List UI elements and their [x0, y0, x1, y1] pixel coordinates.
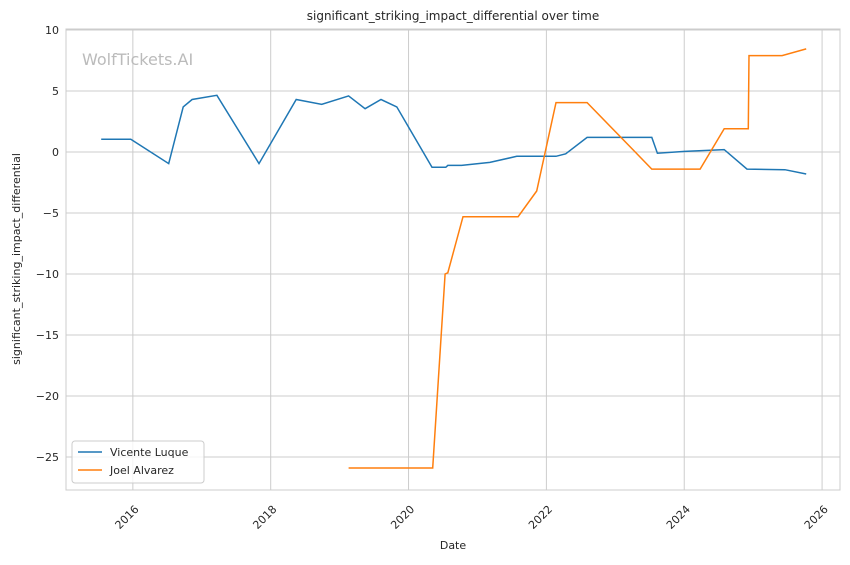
series-line-vicente-luque — [101, 94, 807, 175]
y-tick-label: −10 — [36, 268, 59, 281]
x-tick-label: 2022 — [526, 503, 555, 532]
watermark: WolfTickets.AI — [82, 50, 193, 69]
x-tick-label: 2024 — [664, 503, 693, 532]
y-tick-label: 0 — [52, 146, 59, 159]
y-axis-label: significant_striking_impact_differential — [10, 153, 23, 365]
x-tick-label: 2026 — [802, 503, 831, 532]
plot-frame — [65, 28, 841, 491]
x-tick-label: 2018 — [250, 503, 279, 532]
x-axis-label: Date — [440, 539, 467, 552]
chart-title: significant_striking_impact_differential… — [307, 9, 599, 23]
x-tick-label: 2020 — [388, 503, 417, 532]
y-tick-label: 10 — [45, 24, 59, 37]
y-tick-label: −25 — [36, 451, 59, 464]
grid — [66, 29, 840, 490]
legend-label-vicente: Vicente Luque — [110, 446, 189, 459]
y-tick-label: 5 — [52, 85, 59, 98]
y-tick-label: −15 — [36, 329, 59, 342]
x-tick-label: 2016 — [113, 503, 142, 532]
y-tick-label: −20 — [36, 390, 59, 403]
series-lines — [101, 48, 807, 469]
y-tick-label: −5 — [43, 207, 59, 220]
legend: Vicente Luque Joel Alvarez — [71, 440, 205, 484]
legend-label-joel: Joel Alvarez — [109, 464, 174, 477]
series-line-joel-alvarez — [348, 48, 807, 469]
